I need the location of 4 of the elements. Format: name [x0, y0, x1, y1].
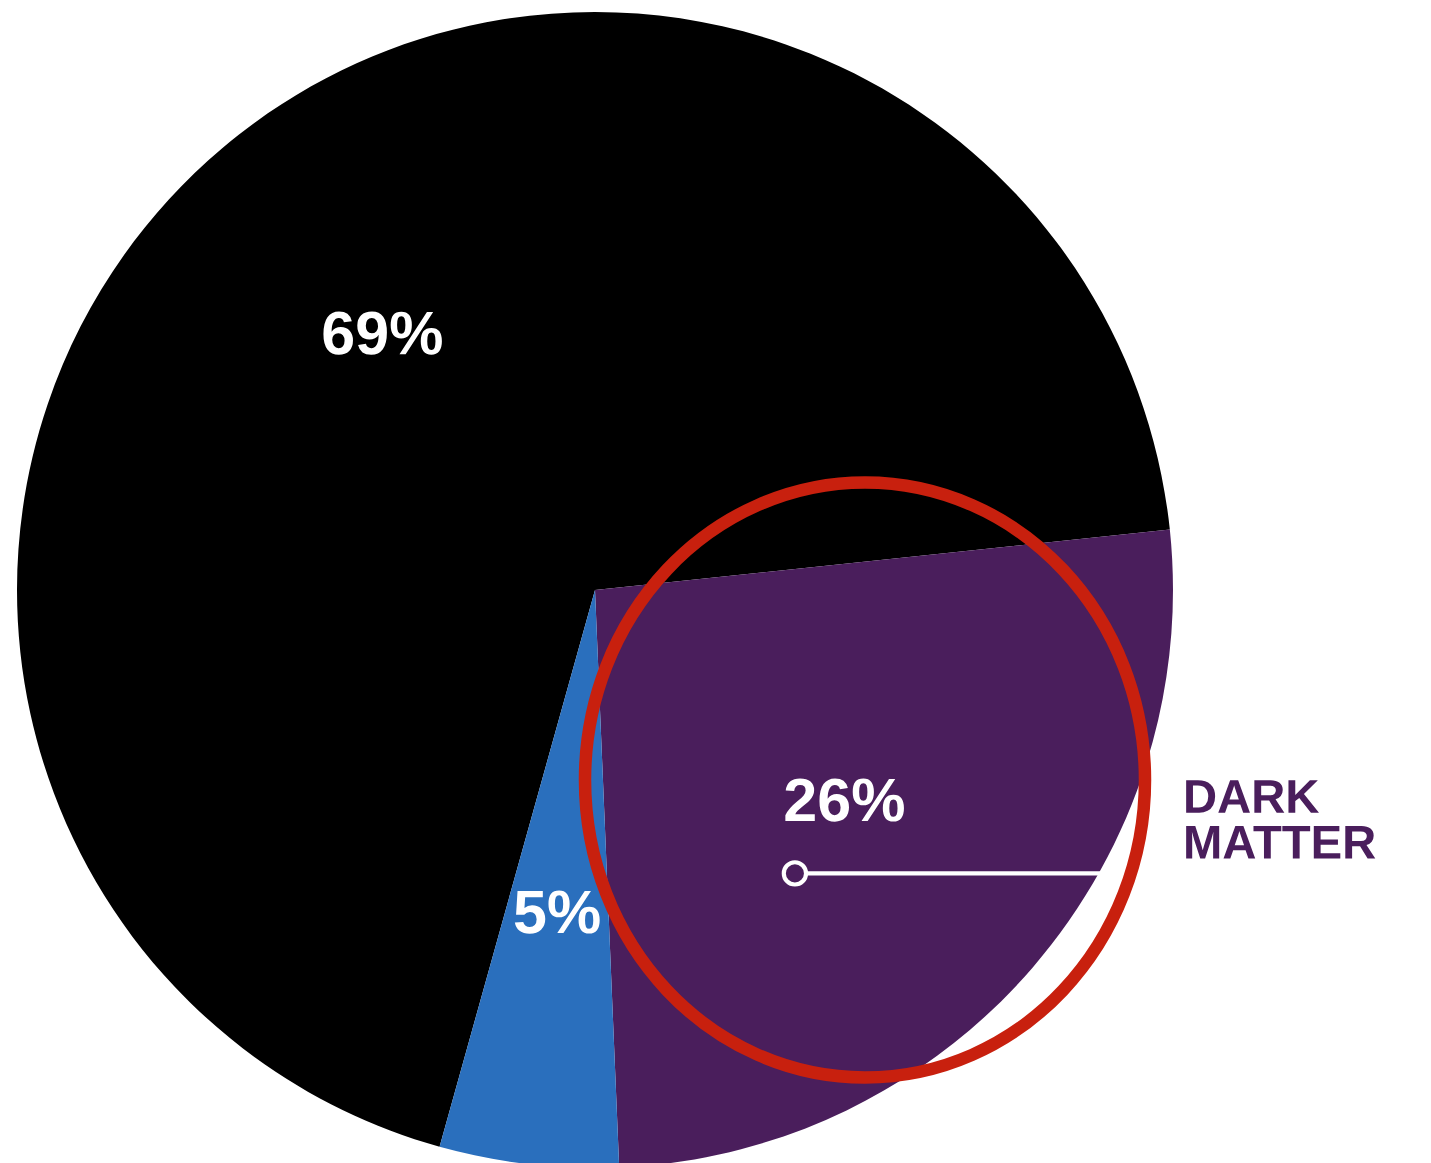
data-label: 26% — [785, 778, 904, 822]
data-label: 5% — [514, 890, 600, 934]
data-label: 69% — [323, 311, 442, 355]
slice-label: DARK MATTER — [1186, 780, 1376, 859]
